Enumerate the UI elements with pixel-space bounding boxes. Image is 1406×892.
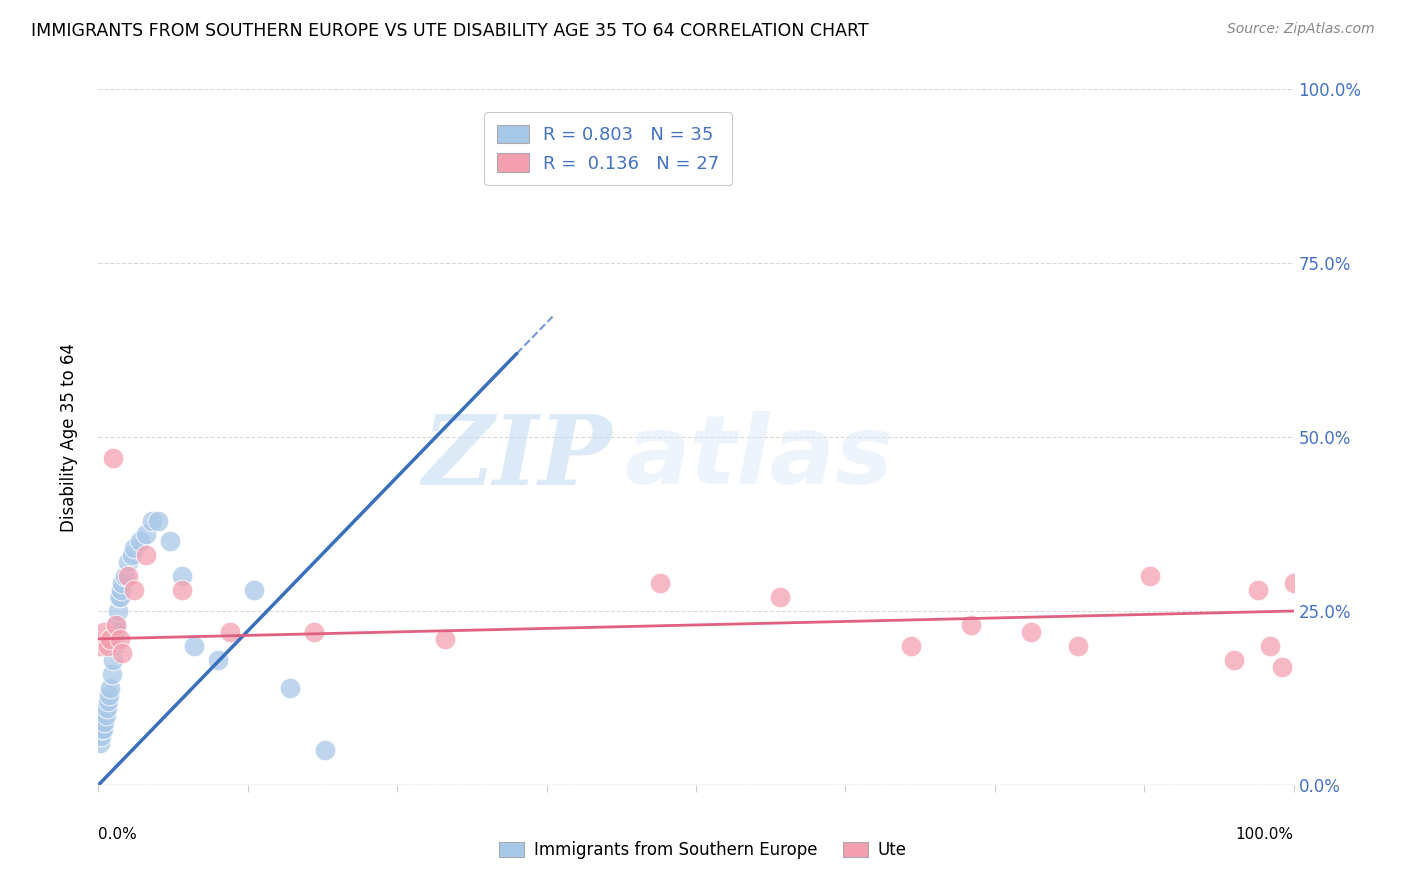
Point — [129, 534, 152, 549]
Point — [91, 723, 114, 737]
Point — [110, 583, 132, 598]
Point — [148, 514, 170, 528]
Point — [90, 729, 112, 743]
Point — [207, 653, 229, 667]
Point — [107, 590, 129, 604]
Point — [1247, 583, 1270, 598]
Point — [434, 632, 457, 646]
Legend: Immigrants from Southern Europe, Ute: Immigrants from Southern Europe, Ute — [492, 835, 914, 866]
Point — [960, 618, 983, 632]
Point — [98, 688, 121, 702]
Point — [278, 681, 301, 695]
Point — [243, 583, 266, 598]
Point — [121, 549, 143, 563]
Point — [96, 701, 118, 715]
Point — [104, 624, 127, 639]
Point — [1271, 659, 1294, 673]
Point — [89, 736, 111, 750]
Point — [105, 618, 128, 632]
Point — [302, 624, 325, 639]
Point — [183, 639, 205, 653]
Text: ZIP: ZIP — [423, 411, 613, 505]
Point — [93, 624, 115, 639]
Text: IMMIGRANTS FROM SOUTHERN EUROPE VS UTE DISABILITY AGE 35 TO 64 CORRELATION CHART: IMMIGRANTS FROM SOUTHERN EUROPE VS UTE D… — [31, 22, 869, 40]
Point — [172, 569, 194, 583]
Point — [1258, 639, 1281, 653]
Point — [100, 666, 122, 681]
Point — [117, 555, 139, 569]
Point — [315, 743, 337, 757]
Point — [900, 639, 922, 653]
Point — [94, 708, 117, 723]
Point — [1019, 624, 1042, 639]
Point — [111, 576, 134, 591]
Point — [117, 569, 139, 583]
Point — [101, 450, 124, 465]
Point — [101, 653, 124, 667]
Text: atlas: atlas — [624, 411, 893, 505]
Legend: R = 0.803   N = 35, R =  0.136   N = 27: R = 0.803 N = 35, R = 0.136 N = 27 — [484, 112, 733, 186]
Point — [135, 549, 157, 563]
Point — [1067, 639, 1090, 653]
Text: Source: ZipAtlas.com: Source: ZipAtlas.com — [1227, 22, 1375, 37]
Point — [105, 618, 128, 632]
Point — [219, 624, 242, 639]
Point — [90, 639, 112, 653]
Point — [103, 639, 125, 653]
Point — [91, 723, 114, 737]
Point — [172, 583, 194, 598]
Point — [1223, 653, 1246, 667]
Point — [124, 541, 146, 556]
Point — [107, 604, 129, 618]
Point — [111, 646, 134, 660]
Point — [98, 681, 122, 695]
Point — [98, 632, 122, 646]
Point — [1282, 576, 1305, 591]
Y-axis label: Disability Age 35 to 64: Disability Age 35 to 64 — [59, 343, 77, 532]
Point — [97, 694, 120, 708]
Point — [108, 590, 131, 604]
Point — [108, 632, 131, 646]
Point — [1139, 569, 1161, 583]
Point — [97, 639, 120, 653]
Point — [769, 590, 792, 604]
Point — [114, 569, 136, 583]
Point — [141, 514, 163, 528]
Point — [93, 715, 115, 730]
Point — [135, 527, 157, 541]
Text: 100.0%: 100.0% — [1236, 827, 1294, 842]
Point — [159, 534, 181, 549]
Point — [124, 583, 146, 598]
Text: 0.0%: 0.0% — [98, 827, 138, 842]
Point — [650, 576, 672, 591]
